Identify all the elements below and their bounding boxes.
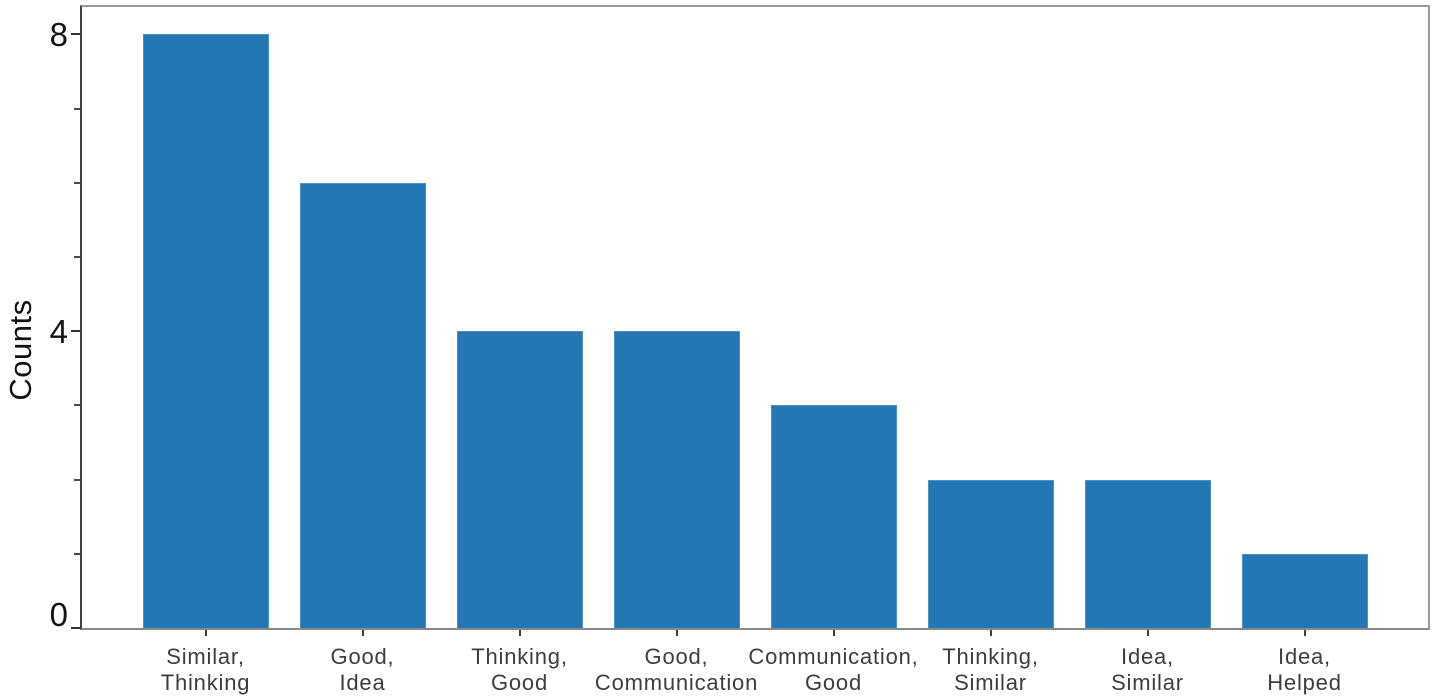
- x-tick-label: Communication, Good: [748, 644, 919, 695]
- x-tick-label: Similar, Thinking: [160, 644, 251, 695]
- y-tick-major: [71, 627, 80, 629]
- bar: [927, 480, 1054, 628]
- x-tick: [361, 630, 364, 636]
- plot-area: Similar, Thinking Good, Idea Thinking, Goo…: [50, 5, 1430, 695]
- y-tick-label: 0: [49, 596, 68, 633]
- y-tick-minor: [74, 553, 80, 555]
- y-tick-label: 8: [49, 16, 68, 53]
- x-tick-label: Idea, Similar: [1111, 644, 1184, 695]
- x-tick: [204, 630, 207, 636]
- x-tick: [675, 630, 678, 636]
- x-tick: [832, 630, 835, 636]
- x-tick-label: Good, Communication: [594, 644, 759, 695]
- x-tick-label: Thinking, Good: [471, 644, 568, 695]
- x-tick: [1146, 630, 1149, 636]
- y-tick-label: 4: [49, 313, 68, 350]
- y-tick-major: [71, 33, 80, 35]
- y-tick-minor: [74, 108, 80, 110]
- y-tick-minor: [74, 182, 80, 184]
- y-tick-major: [71, 330, 80, 332]
- x-tick-label: Idea, Helped: [1267, 644, 1342, 695]
- x-tick-label: Thinking, Similar: [942, 644, 1039, 695]
- x-tick: [989, 630, 992, 636]
- x-tick-label: Good, Idea: [330, 644, 395, 695]
- x-tick: [518, 630, 521, 636]
- y-tick-minor: [74, 479, 80, 481]
- y-tick-minor: [74, 256, 80, 258]
- bar: [1241, 554, 1368, 628]
- y-tick-minor: [74, 404, 80, 406]
- bar: [142, 34, 269, 628]
- bar: [299, 183, 426, 628]
- bar: [456, 331, 583, 628]
- bar: [770, 405, 897, 628]
- bar: [613, 331, 740, 628]
- bar: [1084, 480, 1211, 628]
- x-tick: [1303, 630, 1306, 636]
